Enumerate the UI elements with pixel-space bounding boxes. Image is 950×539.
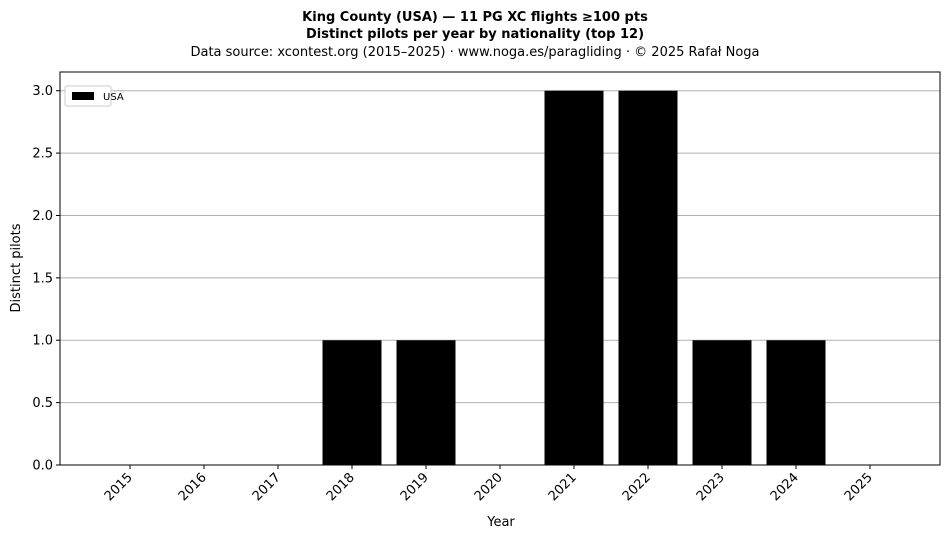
y-axis-label: Distinct pilots <box>9 223 24 312</box>
y-tick-label: 2.5 <box>32 147 53 162</box>
bar-2019 <box>396 340 456 465</box>
chart-source: Data source: xcontest.org (2015–2025) · … <box>190 45 759 60</box>
bars <box>322 90 826 465</box>
y-tick-label: 3.0 <box>32 84 53 99</box>
x-tick-label: 2022 <box>620 470 654 504</box>
legend-swatch-usa <box>72 92 94 100</box>
bar-2021 <box>544 90 604 465</box>
x-tick-label: 2021 <box>546 470 580 504</box>
y-tick-label: 1.5 <box>32 271 53 286</box>
y-tick-label: 0.0 <box>32 459 53 474</box>
x-tick-label: 2015 <box>102 470 136 504</box>
x-tick-label: 2024 <box>768 470 802 504</box>
gridlines <box>60 90 940 466</box>
x-tick-label: 2018 <box>324 470 358 504</box>
x-tick-label: 2017 <box>250 470 284 504</box>
legend: USA <box>64 85 124 107</box>
x-tick-label: 2020 <box>472 470 506 504</box>
bar-2018 <box>322 340 382 465</box>
chart-title: King County (USA) — 11 PG XC flights ≥10… <box>302 10 648 25</box>
y-tick-label: 1.0 <box>32 334 53 349</box>
x-tick-label: 2019 <box>398 470 432 504</box>
y-tick-label: 2.0 <box>32 209 53 224</box>
legend-label-usa: USA <box>103 92 124 103</box>
bar-2022 <box>618 90 678 465</box>
x-tick-label: 2016 <box>176 470 210 504</box>
x-tick-label: 2023 <box>694 470 728 504</box>
bar-2024 <box>766 340 826 465</box>
bar-2023 <box>692 340 752 465</box>
x-axis: 2015 2016 2017 2018 2019 2020 2021 2022 2023 2024… <box>102 465 876 504</box>
x-tick-label: 2025 <box>842 470 876 504</box>
y-tick-label: 0.5 <box>32 396 53 411</box>
chart-subtitle: Distinct pilots per year by nationality … <box>306 27 644 42</box>
x-axis-label: Year <box>486 515 515 530</box>
y-axis: 0.0 0.5 1.0 1.5 2.0 2.5 3.0 <box>32 84 60 474</box>
